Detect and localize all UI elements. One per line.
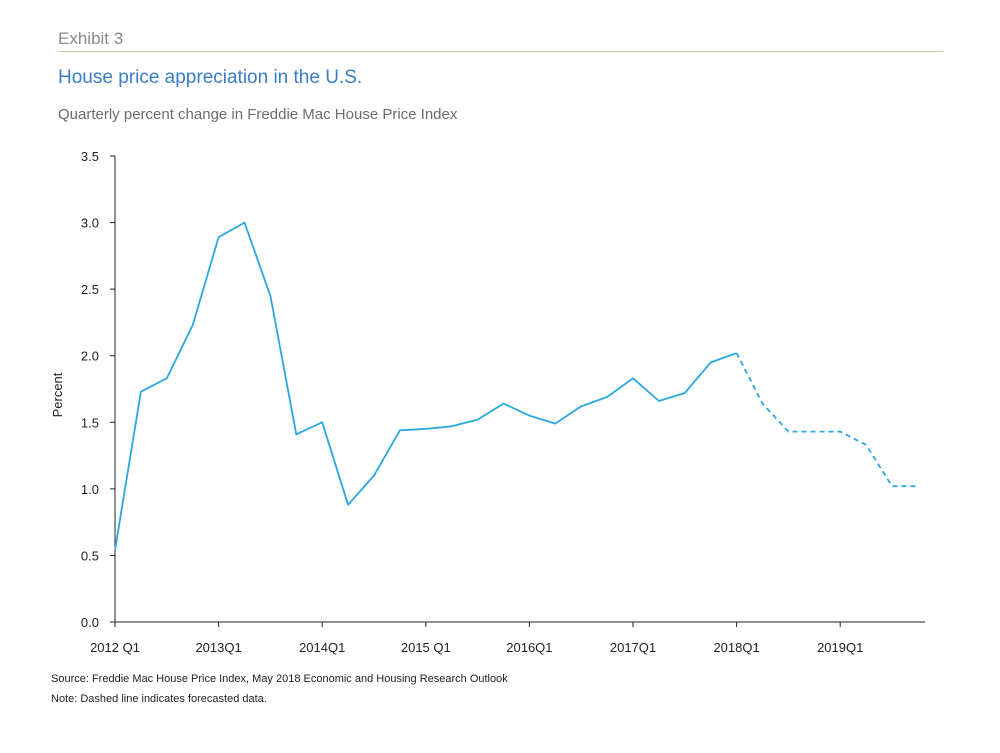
- y-tick-label: 1.5: [81, 415, 99, 430]
- x-tick-label: 2017Q1: [610, 640, 656, 655]
- forecast-series-line: [735, 352, 918, 488]
- x-tick-label: 2019Q1: [817, 640, 863, 655]
- x-tick-label: 2018Q1: [713, 640, 759, 655]
- y-tick-label: 3.5: [81, 149, 99, 164]
- x-tick-label: 2016Q1: [506, 640, 552, 655]
- header-divider: [58, 51, 943, 52]
- y-axis: 0.0 0.5 1.0 1.5 2.0 2.5 3.0 3.5: [81, 149, 116, 630]
- y-tick-label: 2.0: [81, 349, 99, 364]
- y-tick-label: 0.5: [81, 548, 99, 563]
- chart-title: House price appreciation in the U.S.: [58, 67, 363, 88]
- y-tick-label: 1.0: [81, 482, 99, 497]
- series-group: [114, 221, 918, 551]
- chart-subtitle: Quarterly percent change in Freddie Mac …: [58, 106, 458, 123]
- actual-series-line: [114, 221, 737, 551]
- exhibit-label: Exhibit 3: [58, 29, 124, 48]
- x-tick-label: 2012 Q1: [90, 640, 140, 655]
- y-tick-label: 0.0: [81, 615, 99, 630]
- x-axis: 2012 Q1 2013Q1 2014Q1 2015 Q1 2016Q1 2017Q1 20…: [90, 621, 925, 655]
- forecast-note: Note: Dashed line indicates forecasted d…: [51, 693, 267, 705]
- y-tick-label: 2.5: [81, 282, 99, 297]
- x-tick-label: 2014Q1: [299, 640, 345, 655]
- source-note: Source: Freddie Mac House Price Index, M…: [51, 673, 508, 685]
- y-axis-label: Percent: [50, 372, 65, 417]
- x-tick-label: 2015 Q1: [401, 640, 451, 655]
- x-tick-label: 2013Q1: [195, 640, 241, 655]
- y-tick-label: 3.0: [81, 216, 99, 231]
